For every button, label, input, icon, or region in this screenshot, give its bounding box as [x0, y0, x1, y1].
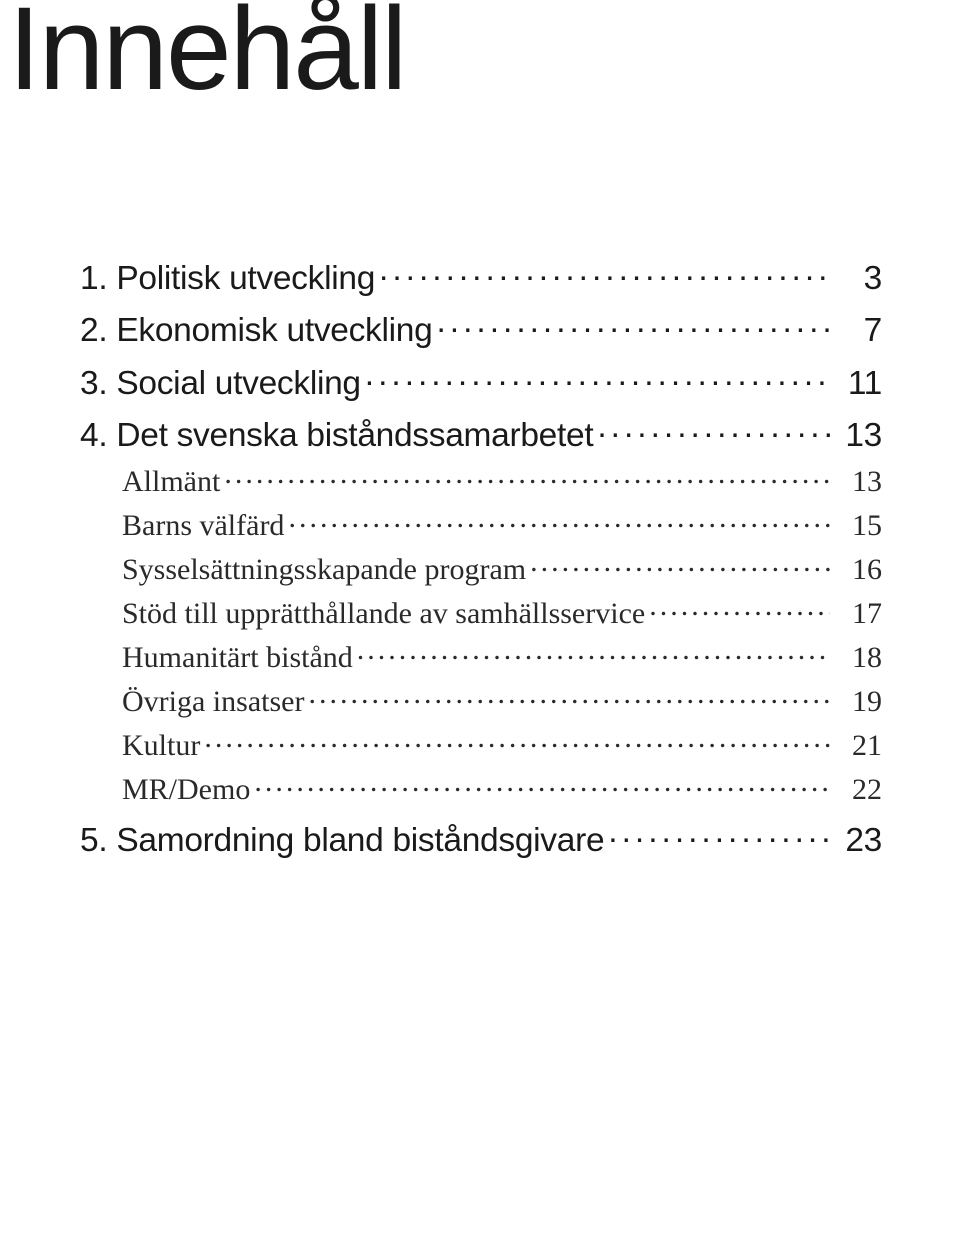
toc-section: 4. Det svenska biståndssamarbetet 13	[80, 413, 882, 456]
toc-label: Allmänt	[122, 465, 220, 499]
toc-label: 1. Politisk utveckling	[80, 260, 375, 298]
toc-label: Kultur	[122, 729, 200, 763]
toc-page-number: 22	[836, 773, 882, 807]
toc-label: 5. Samordning bland biståndsgivare	[80, 822, 604, 860]
toc-page-number: 7	[836, 312, 882, 350]
toc-page-number: 11	[836, 365, 882, 403]
toc-label: 3. Social utveckling	[80, 365, 361, 403]
toc-label: 4. Det svenska biståndssamarbetet	[80, 417, 593, 455]
toc-section: 5. Samordning bland biståndsgivare 23	[80, 817, 882, 860]
toc-leader	[254, 769, 830, 799]
toc-section: 2. Ekonomisk utveckling 7	[80, 308, 882, 351]
toc-subsection: Humanitärt bistånd 18	[80, 637, 882, 675]
toc-label: Barns välfärd	[122, 509, 284, 543]
toc-label: Sysselsättningsskapande program	[122, 553, 526, 587]
toc-leader	[308, 681, 830, 711]
toc-leader	[379, 255, 830, 289]
page: Innehåll 1. Politisk utveckling 3 2. Eko…	[0, 0, 960, 1237]
toc-leader	[649, 593, 830, 623]
toc-subsection: Sysselsättningsskapande program 16	[80, 549, 882, 587]
table-of-contents: 1. Politisk utveckling 3 2. Ekonomisk ut…	[80, 255, 882, 866]
toc-label: Humanitärt bistånd	[122, 641, 353, 675]
page-title: Innehåll	[8, 0, 405, 108]
toc-subsection: Barns välfärd 15	[80, 505, 882, 543]
toc-subsection: Stöd till upprätthållande av samhällsser…	[80, 593, 882, 631]
toc-page-number: 18	[836, 641, 882, 675]
toc-subsection: Övriga insatser 19	[80, 681, 882, 719]
toc-label: Övriga insatser	[122, 685, 304, 719]
toc-subsection: Kultur 21	[80, 725, 882, 763]
toc-leader	[436, 308, 830, 342]
toc-page-number: 15	[836, 509, 882, 543]
toc-page-number: 23	[836, 822, 882, 860]
toc-section: 1. Politisk utveckling 3	[80, 255, 882, 298]
toc-leader	[608, 817, 830, 851]
toc-leader	[204, 725, 830, 755]
toc-page-number: 13	[836, 465, 882, 499]
toc-leader	[365, 360, 830, 394]
toc-page-number: 16	[836, 553, 882, 587]
toc-section: 3. Social utveckling 11	[80, 360, 882, 403]
toc-leader	[597, 413, 830, 447]
toc-page-number: 3	[836, 260, 882, 298]
toc-page-number: 19	[836, 685, 882, 719]
toc-page-number: 13	[836, 417, 882, 455]
toc-label: 2. Ekonomisk utveckling	[80, 312, 432, 350]
toc-leader	[530, 549, 830, 579]
toc-label: MR/Demo	[122, 773, 250, 807]
toc-page-number: 17	[836, 597, 882, 631]
toc-leader	[357, 637, 830, 667]
toc-subsection: MR/Demo 22	[80, 769, 882, 807]
toc-subsection: Allmänt 13	[80, 461, 882, 499]
toc-leader	[224, 461, 830, 491]
toc-label: Stöd till upprätthållande av samhällsser…	[122, 597, 645, 631]
toc-page-number: 21	[836, 729, 882, 763]
toc-leader	[288, 505, 830, 535]
